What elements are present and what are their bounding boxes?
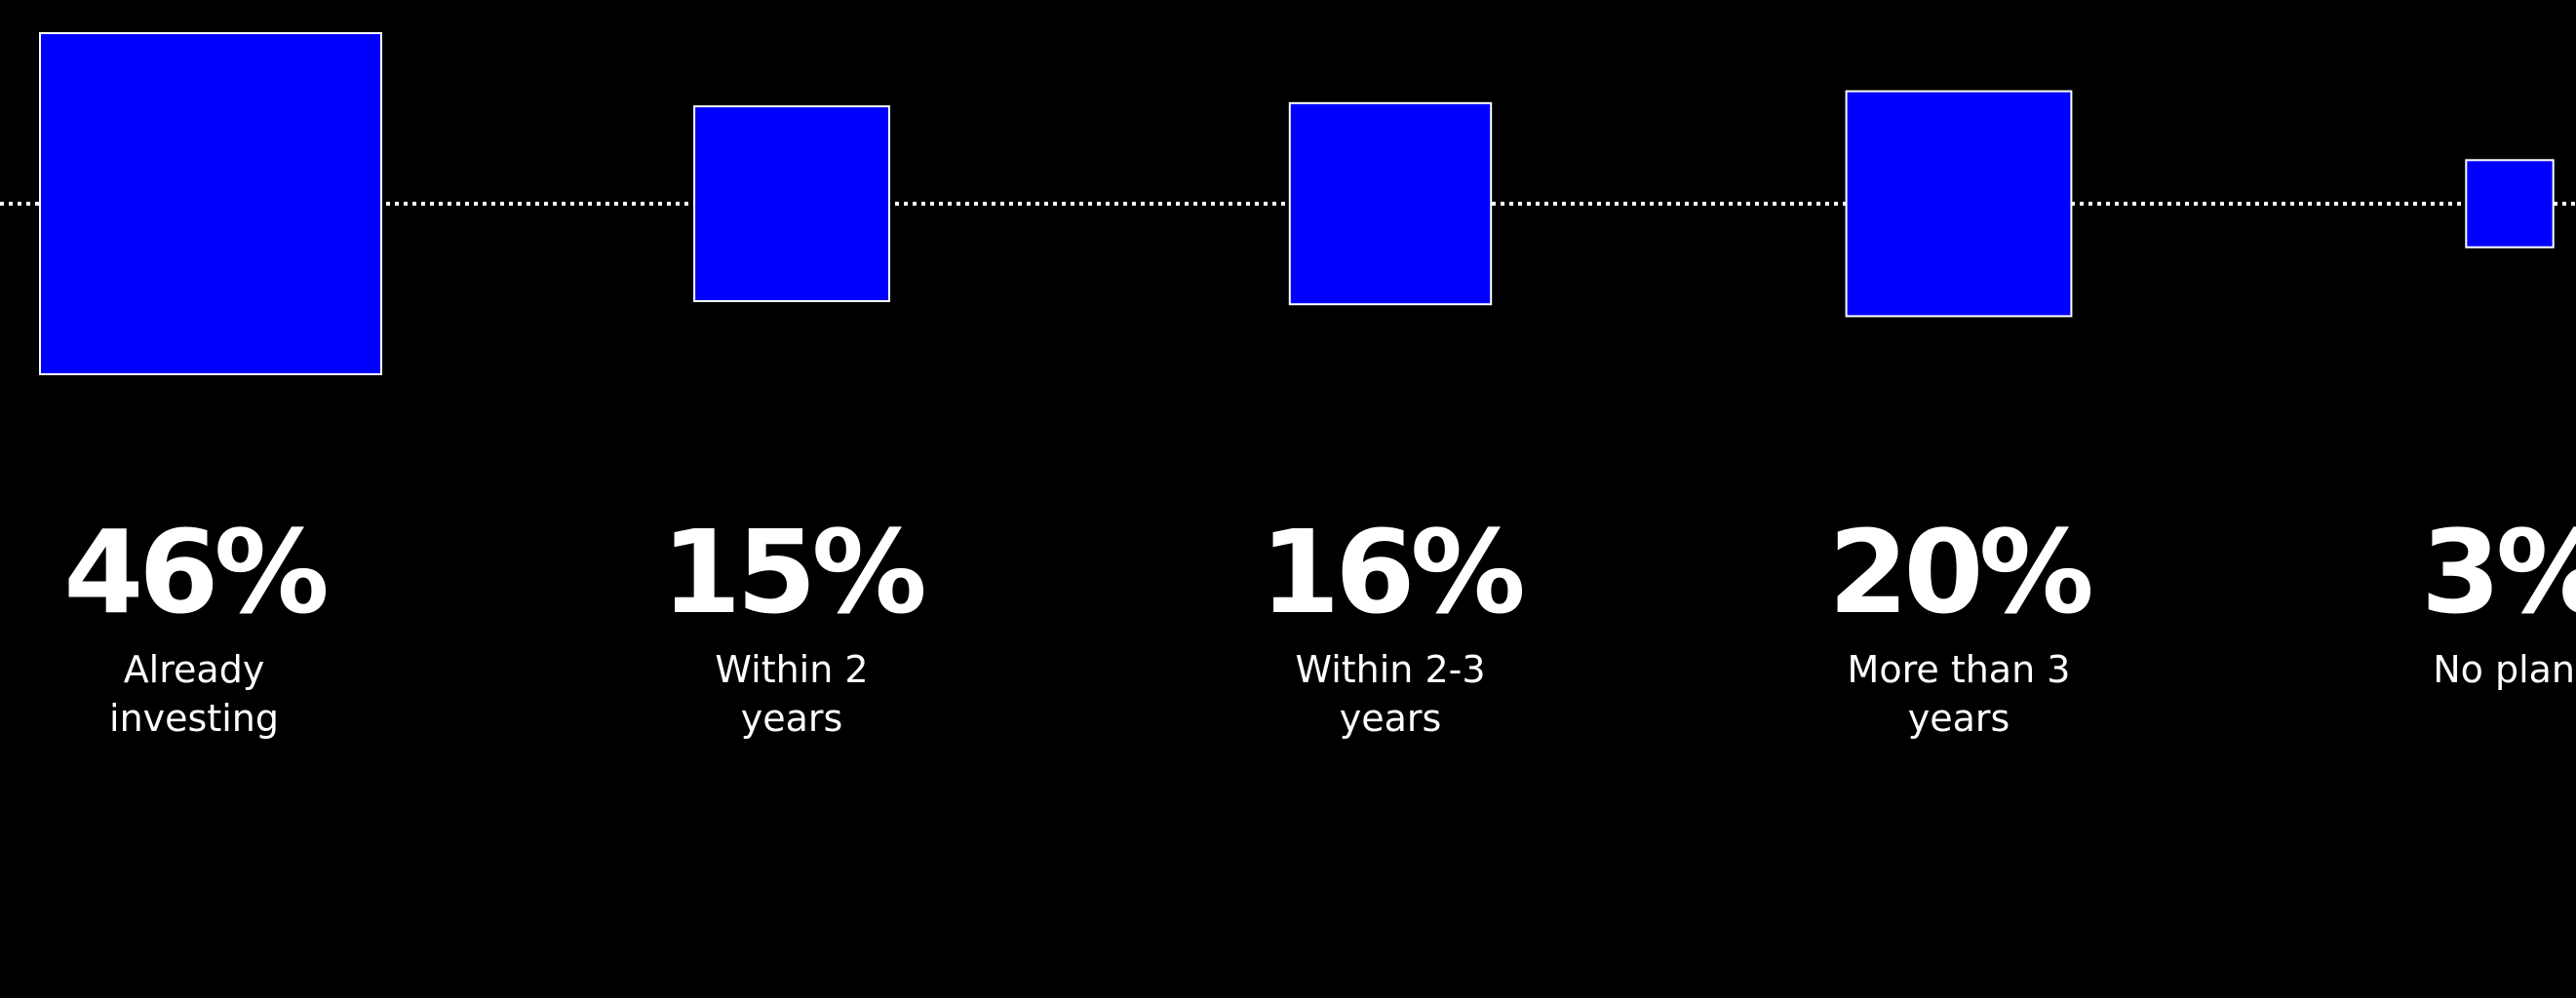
marker-square-within-2-3-years: [1288, 101, 1493, 306]
value-label: 46%: [63, 505, 329, 639]
markers-group: [39, 32, 2555, 375]
value-label: 15%: [661, 505, 926, 639]
stat-no-plans: 3% No plans: [2319, 499, 2576, 694]
category-label: More than 3 years: [1847, 648, 2071, 740]
marker-square-more-than-3-years: [1845, 90, 2073, 318]
stat-more-than-3-years: 20% More than 3 years: [1764, 499, 2154, 743]
value-label: 16%: [1260, 505, 1525, 639]
marker-square-no-plans: [2465, 159, 2555, 249]
category-label: Within 2 years: [715, 648, 869, 740]
category-label: Within 2-3 years: [1295, 648, 1486, 740]
category-label: No plans: [2433, 648, 2576, 691]
marker-square-already-investing: [39, 32, 382, 375]
value-label: 3%: [2420, 505, 2576, 639]
category-label: Already investing: [109, 648, 279, 740]
marker-square-within-2-years: [693, 105, 890, 302]
stat-within-2-3-years: 16% Within 2-3 years: [1195, 499, 1585, 743]
stat-within-2-years: 15% Within 2 years: [597, 499, 987, 743]
value-label: 20%: [1828, 505, 2093, 639]
stat-already-investing: 46% Already investing: [0, 499, 389, 743]
